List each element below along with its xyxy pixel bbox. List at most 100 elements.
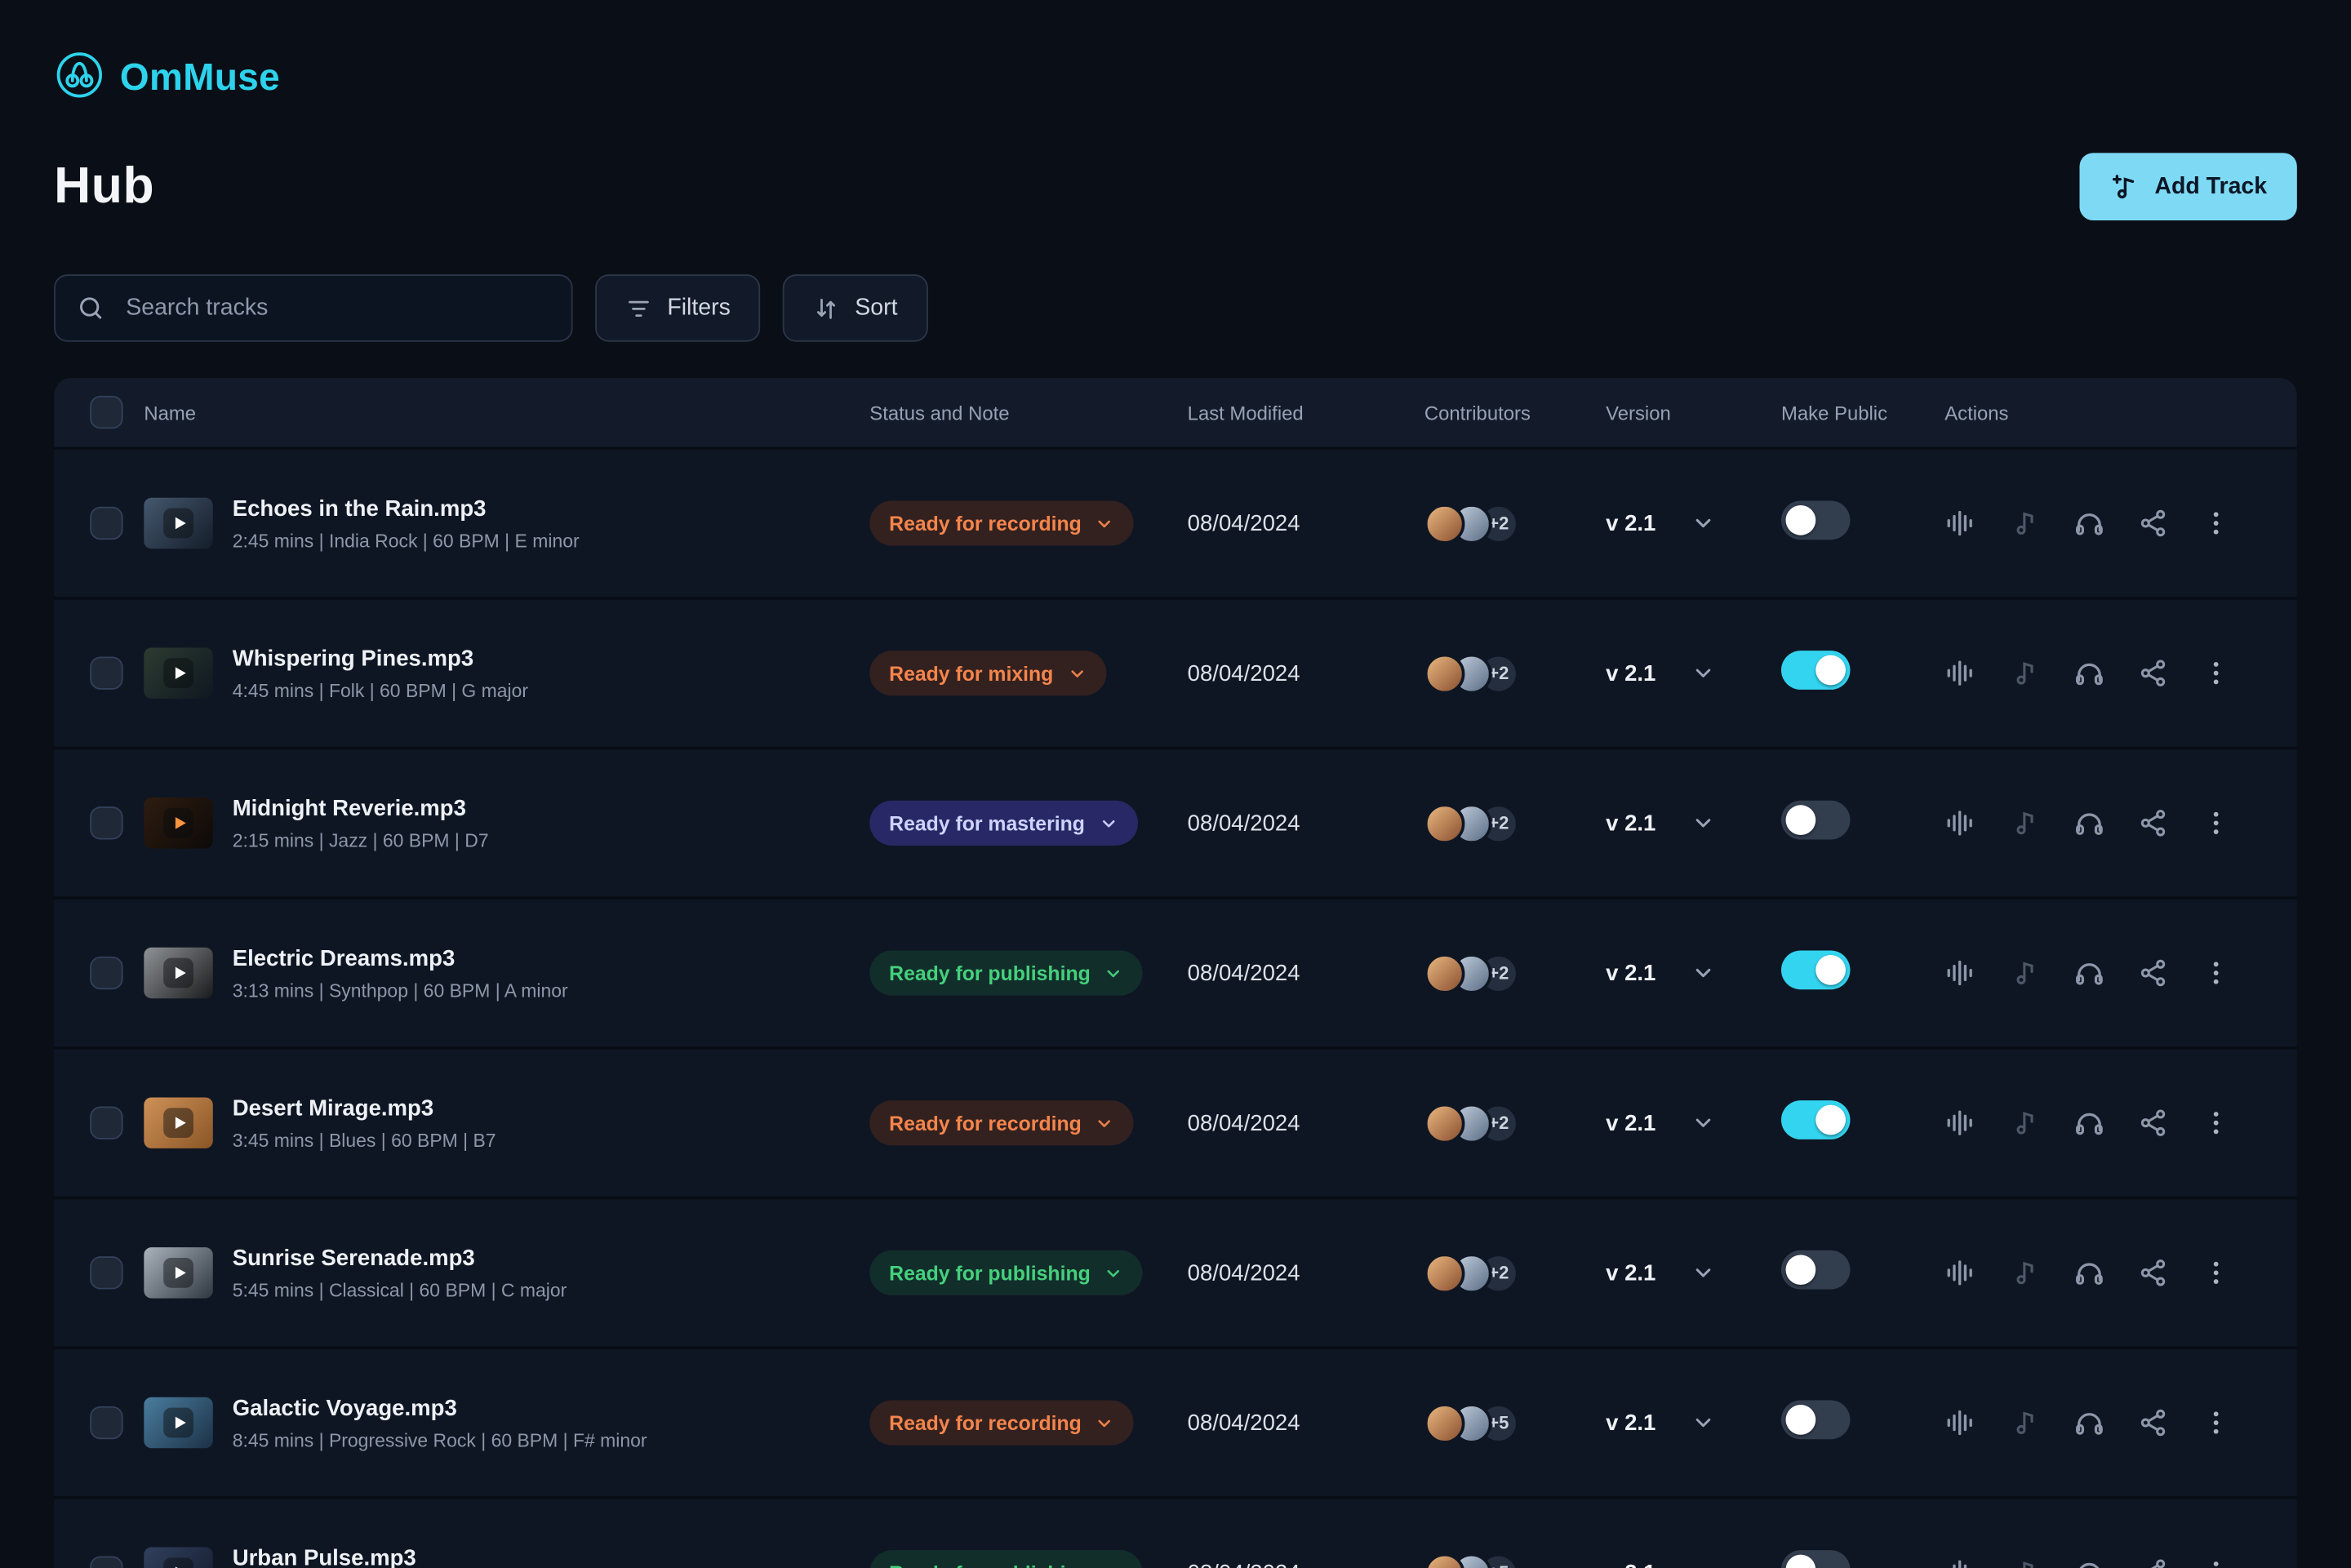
share-icon[interactable] bbox=[2138, 1408, 2168, 1438]
track-thumbnail[interactable] bbox=[144, 1097, 213, 1148]
avatar[interactable] bbox=[1424, 1252, 1465, 1294]
version-chevron-icon[interactable] bbox=[1691, 811, 1715, 835]
row-checkbox[interactable] bbox=[90, 806, 123, 840]
music-note-icon[interactable] bbox=[2011, 958, 2041, 988]
status-badge[interactable]: Ready for recording bbox=[869, 500, 1135, 546]
logo[interactable]: OmMuse bbox=[54, 50, 280, 109]
share-icon[interactable] bbox=[2138, 658, 2168, 688]
row-checkbox[interactable] bbox=[90, 1406, 123, 1440]
music-note-icon[interactable] bbox=[2011, 509, 2041, 539]
make-public-toggle[interactable] bbox=[1780, 1399, 1851, 1439]
kebab-menu-icon[interactable] bbox=[2201, 808, 2231, 838]
avatar[interactable] bbox=[1424, 953, 1465, 993]
play-icon[interactable] bbox=[163, 1557, 193, 1568]
status-badge[interactable]: Ready for recording bbox=[869, 1100, 1135, 1146]
headset-icon[interactable] bbox=[2073, 1407, 2105, 1439]
row-checkbox[interactable] bbox=[90, 1556, 123, 1568]
avatar[interactable] bbox=[1424, 802, 1465, 844]
version-chevron-icon[interactable] bbox=[1691, 1261, 1715, 1285]
track-thumbnail[interactable] bbox=[144, 1397, 213, 1449]
music-note-icon[interactable] bbox=[2011, 658, 2041, 688]
version-chevron-icon[interactable] bbox=[1691, 661, 1715, 685]
status-badge[interactable]: Ready for publishing bbox=[869, 1250, 1144, 1295]
play-icon[interactable] bbox=[163, 1407, 193, 1438]
kebab-menu-icon[interactable] bbox=[2201, 1408, 2231, 1438]
share-icon[interactable] bbox=[2138, 1258, 2168, 1288]
play-icon[interactable] bbox=[163, 957, 193, 988]
share-icon[interactable] bbox=[2138, 808, 2168, 838]
waveform-icon[interactable] bbox=[1944, 957, 1977, 989]
music-note-icon[interactable] bbox=[2011, 1258, 2041, 1288]
version-chevron-icon[interactable] bbox=[1691, 511, 1715, 535]
headset-icon[interactable] bbox=[2073, 957, 2105, 989]
share-icon[interactable] bbox=[2138, 509, 2168, 539]
play-icon[interactable] bbox=[163, 1257, 193, 1288]
kebab-menu-icon[interactable] bbox=[2201, 658, 2231, 688]
track-thumbnail[interactable] bbox=[144, 1547, 213, 1568]
row-checkbox[interactable] bbox=[90, 656, 123, 690]
make-public-toggle[interactable] bbox=[1780, 500, 1851, 540]
make-public-toggle[interactable] bbox=[1780, 799, 1851, 839]
row-checkbox[interactable] bbox=[90, 506, 123, 540]
row-checkbox[interactable] bbox=[90, 1256, 123, 1290]
avatar[interactable] bbox=[1424, 1102, 1465, 1144]
music-note-icon[interactable] bbox=[2011, 1557, 2041, 1568]
search-input[interactable] bbox=[122, 293, 551, 323]
headset-icon[interactable] bbox=[2073, 1257, 2105, 1289]
play-icon[interactable] bbox=[163, 658, 193, 689]
avatar[interactable] bbox=[1424, 1552, 1465, 1568]
share-icon[interactable] bbox=[2138, 958, 2168, 988]
kebab-menu-icon[interactable] bbox=[2201, 958, 2231, 988]
make-public-toggle[interactable] bbox=[1780, 1249, 1851, 1289]
version-chevron-icon[interactable] bbox=[1691, 1111, 1715, 1135]
waveform-icon[interactable] bbox=[1944, 1106, 1977, 1139]
waveform-icon[interactable] bbox=[1944, 1556, 1977, 1568]
music-note-icon[interactable] bbox=[2011, 1108, 2041, 1138]
waveform-icon[interactable] bbox=[1944, 1406, 1977, 1439]
track-thumbnail[interactable] bbox=[144, 497, 213, 549]
make-public-toggle[interactable] bbox=[1780, 949, 1851, 989]
headset-icon[interactable] bbox=[2073, 807, 2105, 839]
status-badge[interactable]: Ready for mixing bbox=[869, 651, 1106, 696]
sort-button[interactable]: Sort bbox=[783, 274, 928, 342]
kebab-menu-icon[interactable] bbox=[2201, 1258, 2231, 1288]
track-thumbnail[interactable] bbox=[144, 797, 213, 849]
make-public-toggle[interactable] bbox=[1780, 1549, 1851, 1568]
row-checkbox[interactable] bbox=[90, 1106, 123, 1139]
headset-icon[interactable] bbox=[2073, 1107, 2105, 1139]
make-public-toggle[interactable] bbox=[1780, 1099, 1851, 1139]
search-box[interactable] bbox=[54, 274, 573, 342]
play-icon[interactable] bbox=[163, 807, 193, 838]
version-chevron-icon[interactable] bbox=[1691, 961, 1715, 984]
status-badge[interactable]: Ready for mastering bbox=[869, 800, 1138, 846]
track-thumbnail[interactable] bbox=[144, 1247, 213, 1299]
kebab-menu-icon[interactable] bbox=[2201, 509, 2231, 539]
filters-button[interactable]: Filters bbox=[595, 274, 761, 342]
avatar[interactable] bbox=[1424, 503, 1465, 544]
track-thumbnail[interactable] bbox=[144, 947, 213, 999]
status-badge[interactable]: Ready for recording bbox=[869, 1400, 1135, 1446]
kebab-menu-icon[interactable] bbox=[2201, 1108, 2231, 1138]
track-thumbnail[interactable] bbox=[144, 647, 213, 699]
waveform-icon[interactable] bbox=[1944, 656, 1977, 689]
headset-icon[interactable] bbox=[2073, 1557, 2105, 1568]
music-note-icon[interactable] bbox=[2011, 808, 2041, 838]
waveform-icon[interactable] bbox=[1944, 806, 1977, 839]
add-track-button[interactable]: Add Track bbox=[2079, 153, 2297, 220]
select-all-checkbox[interactable] bbox=[90, 395, 123, 429]
share-icon[interactable] bbox=[2138, 1108, 2168, 1138]
row-checkbox[interactable] bbox=[90, 956, 123, 990]
status-badge[interactable]: Ready for publishing bbox=[869, 1550, 1144, 1568]
status-badge[interactable]: Ready for publishing bbox=[869, 950, 1144, 996]
share-icon[interactable] bbox=[2138, 1557, 2168, 1568]
waveform-icon[interactable] bbox=[1944, 507, 1977, 540]
headset-icon[interactable] bbox=[2073, 508, 2105, 540]
play-icon[interactable] bbox=[163, 508, 193, 539]
version-chevron-icon[interactable] bbox=[1691, 1410, 1715, 1434]
avatar[interactable] bbox=[1424, 652, 1465, 694]
music-note-icon[interactable] bbox=[2011, 1408, 2041, 1438]
make-public-toggle[interactable] bbox=[1780, 650, 1851, 689]
waveform-icon[interactable] bbox=[1944, 1256, 1977, 1289]
play-icon[interactable] bbox=[163, 1108, 193, 1139]
kebab-menu-icon[interactable] bbox=[2201, 1557, 2231, 1568]
